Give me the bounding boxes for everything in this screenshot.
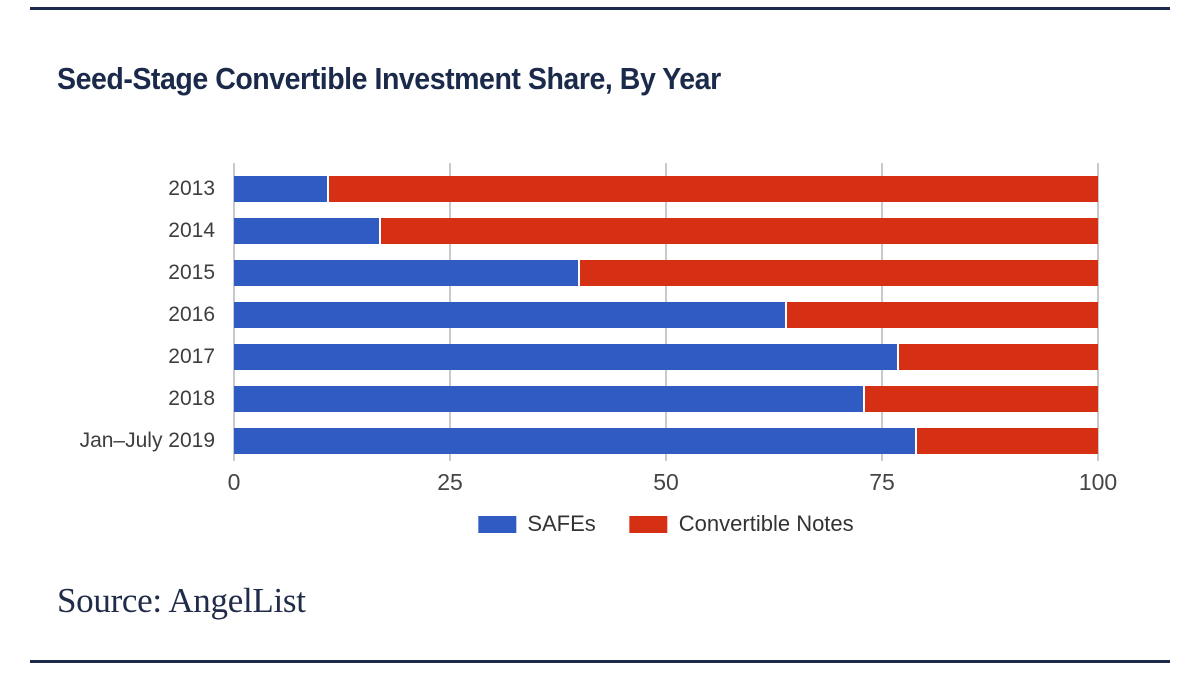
x-tick-label: 50	[653, 469, 679, 495]
x-tick-label: 0	[227, 469, 241, 495]
x-axis: 0 25 50 75 100	[228, 469, 1118, 499]
bar-segment-safes	[234, 302, 787, 328]
bar-segment-safes	[234, 218, 381, 244]
x-tick-label: 75	[869, 469, 895, 495]
plot-area	[233, 163, 1099, 461]
bar-segment-safes	[234, 344, 900, 370]
category-label: 2016	[168, 303, 215, 326]
legend-label-convertible-notes: Convertible Notes	[678, 511, 854, 536]
legend-item-convertible-notes: Convertible Notes	[629, 511, 854, 537]
bottom-rule	[30, 660, 1170, 663]
source-note: Source: AngelList	[57, 581, 306, 620]
bar-segment-convertible-notes	[864, 386, 1098, 412]
bar-segment-convertible-notes	[786, 302, 1098, 328]
bar-segment-convertible-notes	[380, 218, 1098, 244]
category-label: 2014	[168, 219, 215, 242]
top-rule	[30, 7, 1170, 10]
bar-segment-safes	[234, 176, 330, 202]
category-label: Jan–July 2019	[79, 429, 215, 452]
category-label: 2017	[168, 345, 215, 368]
bar-row	[234, 302, 1098, 328]
bar-segment-convertible-notes	[916, 428, 1098, 454]
bar-segment-safes	[234, 386, 865, 412]
x-tick-label: 100	[1078, 469, 1118, 495]
bar-segment-convertible-notes	[329, 176, 1098, 202]
legend-swatch-safes	[478, 515, 517, 533]
bar-segment-convertible-notes	[579, 260, 1098, 286]
legend-swatch-convertible-notes	[629, 515, 668, 533]
bar-segment-safes	[234, 428, 917, 454]
bar-row	[234, 428, 1098, 454]
bar-segment-safes	[234, 260, 580, 286]
bar-row	[234, 218, 1098, 244]
bar-row	[234, 176, 1098, 202]
category-label: 2015	[168, 261, 215, 284]
bar-row	[234, 260, 1098, 286]
gridline	[1097, 163, 1099, 461]
legend: SAFEs Convertible Notes	[478, 511, 854, 537]
bar-segment-convertible-notes	[899, 344, 1098, 370]
legend-label-safes: SAFEs	[527, 511, 596, 536]
category-label: 2018	[168, 387, 215, 410]
legend-item-safes: SAFEs	[478, 511, 596, 537]
category-label: 2013	[168, 177, 215, 200]
page-title: Seed-Stage Convertible Investment Share,…	[57, 60, 721, 96]
y-axis-category-labels: 2013 2014 2015 2016 2017 2018 Jan–July 2019	[40, 163, 215, 461]
bar-row	[234, 386, 1098, 412]
x-tick-label: 25	[437, 469, 463, 495]
bar-row	[234, 344, 1098, 370]
